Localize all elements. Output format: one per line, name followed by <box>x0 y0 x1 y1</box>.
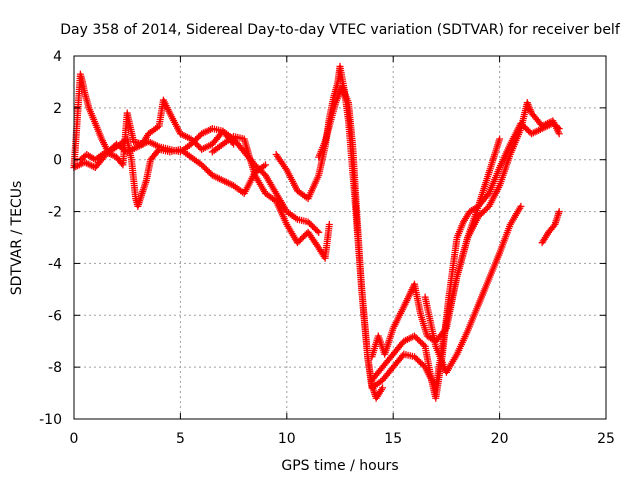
y-tick-label: -10 <box>39 412 62 428</box>
series-arc-4 <box>208 132 333 262</box>
x-tick-label: 5 <box>176 431 185 447</box>
x-tick-label: 20 <box>491 431 509 447</box>
series-arc-9 <box>421 202 525 376</box>
data-point <box>379 384 387 392</box>
y-axis-label: SDTVAR / TECUs <box>9 181 25 296</box>
plot-frame <box>73 55 607 420</box>
data-point <box>325 221 333 229</box>
axis-ticks <box>73 55 607 420</box>
y-tick-label: 2 <box>53 101 62 117</box>
x-tick-label: 10 <box>278 431 296 447</box>
data-point <box>496 135 504 143</box>
data-point <box>315 228 323 236</box>
data-point <box>517 202 525 210</box>
data-point <box>313 227 321 235</box>
y-tick-label: -4 <box>48 256 62 272</box>
chart-title: Day 358 of 2014, Sidereal Day-to-day VTE… <box>60 22 621 38</box>
y-tick-label: -6 <box>48 308 62 324</box>
data-marks <box>70 62 563 402</box>
x-axis-label: GPS time / hours <box>281 458 398 474</box>
y-tick-label: 0 <box>53 153 62 169</box>
data-point <box>554 123 562 131</box>
x-tick-label: 15 <box>384 431 402 447</box>
y-tick-label: -8 <box>48 360 62 376</box>
data-point <box>555 208 563 216</box>
data-point <box>555 125 563 133</box>
x-tick-label: 0 <box>70 431 79 447</box>
data-point <box>484 191 492 199</box>
data-point <box>262 161 270 169</box>
grid-lines <box>74 56 606 419</box>
y-tick-labels: -10 -8 -6 -4 -2 0 2 4 <box>39 49 62 428</box>
y-tick-label: 4 <box>53 49 62 65</box>
x-tick-labels: 0 5 10 15 20 25 <box>70 431 615 447</box>
data-point <box>420 341 428 349</box>
series-arc-10 <box>538 208 563 247</box>
x-tick-label: 25 <box>597 431 615 447</box>
y-tick-label: -2 <box>48 205 62 221</box>
